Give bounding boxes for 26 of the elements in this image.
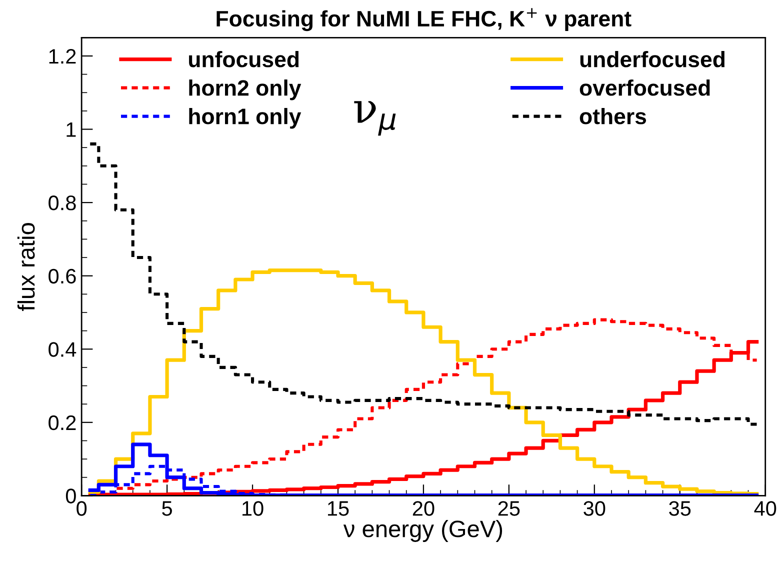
- x-tick-label: 35: [669, 501, 691, 516]
- x-tick-label: 5: [162, 501, 172, 516]
- x-tick-label: 0: [76, 501, 87, 516]
- x-tick-label: 10: [242, 501, 264, 516]
- legend-label: underfocused: [580, 50, 724, 68]
- legend-label: overfocused: [580, 79, 710, 96]
- x-tick-label: 15: [328, 501, 349, 516]
- y-tick-label: 0: [66, 488, 76, 504]
- x-tick-label: 40: [754, 501, 776, 516]
- legend-label: horn1 only: [189, 108, 302, 129]
- legend-label: unfocused: [189, 50, 299, 68]
- legend-label: others: [580, 108, 646, 124]
- x-tick-label: 25: [498, 501, 520, 516]
- x-tick-label: 30: [584, 501, 606, 516]
- legend-label: horn2 only: [189, 79, 302, 100]
- chart-title: Focusing for NuMI LE FHC, K$^{+}$ ν parent: [216, 8, 632, 32]
- y-tick-label: 1: [66, 122, 76, 137]
- x-axis-title: ν energy (GeV): [343, 520, 502, 542]
- y-tick-label: 0.8: [48, 196, 76, 210]
- y-axis-title: flux ratio: [17, 223, 35, 311]
- annotation: ν$_{μ}$: [354, 101, 396, 136]
- x-tick-label: 20: [412, 501, 434, 516]
- y-tick-label: 0.6: [48, 268, 76, 284]
- y-tick-label: 1.2: [49, 48, 76, 64]
- y-tick-label: 0.4: [48, 342, 76, 357]
- y-tick-label: 0.2: [48, 415, 76, 430]
